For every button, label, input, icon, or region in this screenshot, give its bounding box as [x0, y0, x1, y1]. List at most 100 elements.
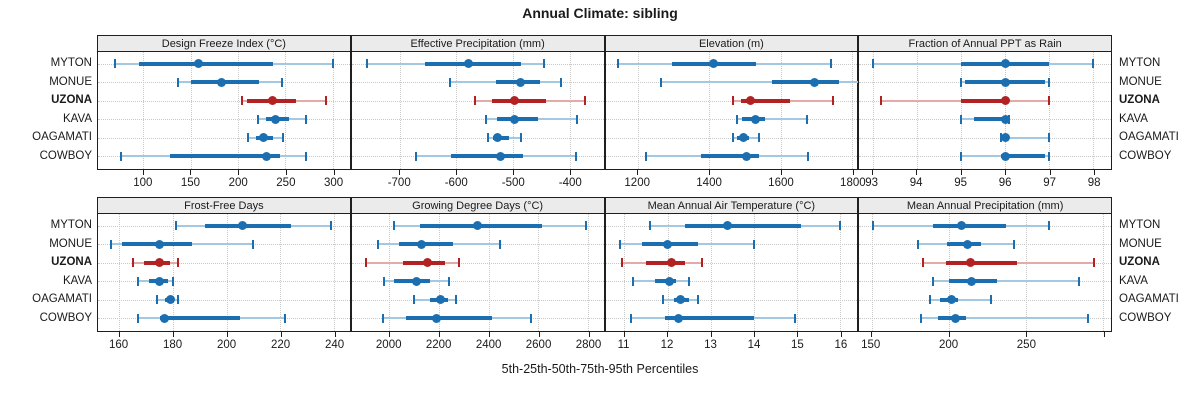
iqr-bar [974, 117, 1005, 121]
whisker-cap-high [1048, 133, 1051, 142]
x-tick [118, 332, 120, 337]
median-dot [515, 77, 525, 87]
iqr-bar [684, 223, 802, 228]
whisker-cap-high [457, 258, 460, 267]
whisker-cap-high [805, 114, 808, 124]
v-gridline [190, 52, 192, 169]
median-dot [742, 151, 752, 161]
percentile-row [98, 52, 350, 169]
x-tick [1094, 170, 1096, 175]
x-tick-label: 220 [270, 339, 291, 351]
whisker-cap-low [137, 313, 140, 323]
x-tick-label: 14 [747, 339, 761, 351]
whisker-cap-high [559, 77, 562, 87]
whisker-cap-low [377, 239, 380, 249]
x-tick-label: 250 [1016, 339, 1036, 351]
iqr-bar [701, 154, 760, 158]
x-tick [753, 332, 755, 337]
percentile-row [859, 52, 1111, 169]
x-tick-label: 95 [954, 177, 968, 189]
median-dot [950, 313, 960, 323]
whisker-cap-low [645, 151, 648, 161]
median-dot [723, 221, 733, 230]
percentile-row [98, 214, 350, 331]
whisker-cap-high [280, 77, 283, 87]
percentile-row [352, 52, 604, 169]
x-tick-label: 1800 [840, 177, 866, 189]
whisker-cap-high [752, 239, 755, 249]
whisker-cap-low [660, 77, 663, 87]
percentile-row [606, 52, 858, 169]
iqr-bar [425, 61, 521, 66]
site-label-left: OAGAMATI [32, 131, 92, 143]
v-gridline [1026, 214, 1028, 331]
percentile-row [98, 214, 350, 331]
whisker-cap-high [576, 114, 579, 124]
iqr-bar [741, 98, 790, 103]
x-tick-label: 180 [162, 339, 183, 351]
x-tick [1026, 332, 1028, 337]
whisker-cap-high [829, 59, 832, 68]
v-gridline [667, 214, 669, 331]
whisker-cap-high [1093, 258, 1095, 267]
site-label-left: COWBOY [39, 149, 92, 162]
whisker-cap-low [929, 295, 932, 304]
median-dot [956, 221, 966, 230]
median-dot [464, 59, 474, 68]
site-label-left: OAGAMATI [32, 293, 92, 305]
percentile-row [859, 214, 1111, 331]
whisker-cap-low [632, 276, 635, 286]
median-dot [259, 133, 269, 142]
whisker-cap-low [871, 59, 874, 68]
whisker-cap-low [921, 258, 924, 267]
whisker-cap-high [758, 133, 761, 142]
whisker-cap-low [916, 239, 919, 249]
x-tick-label: 16 [834, 339, 848, 351]
median-dot [493, 133, 503, 142]
v-gridline [587, 214, 589, 331]
x-tick-label: 200 [938, 339, 959, 351]
h-gridline [351, 262, 604, 264]
v-gridline [960, 52, 962, 169]
whisker-cap-low [872, 221, 875, 230]
site-label-left: UZONA [51, 94, 92, 106]
h-gridline [859, 137, 1111, 139]
percentile-row [352, 214, 604, 331]
x-tick [960, 170, 962, 175]
iqr-bar [933, 223, 1006, 228]
whisker-cap-low [366, 59, 369, 68]
median-dot [216, 77, 226, 87]
median-dot [746, 96, 756, 105]
whisker-cap-low [256, 114, 259, 124]
percentile-row [606, 52, 858, 169]
median-dot [1000, 151, 1010, 161]
panel-title: Design Freeze Index (°C) [161, 37, 286, 50]
percentile-row [606, 52, 858, 169]
whisker-cap-low [662, 295, 665, 304]
whisker-cap-high [688, 276, 691, 286]
h-gridline [98, 281, 350, 282]
whisker-cap-low [880, 96, 883, 105]
median-dot [1000, 77, 1010, 87]
whisker-cap-high [325, 96, 328, 105]
x-tick-label: 13 [704, 339, 717, 351]
chart-caption: 5th-25th-50th-75th-95th Percentiles [501, 362, 699, 376]
v-gridline [238, 52, 240, 169]
whisker-cap-low [473, 96, 476, 105]
panel-title: Effective Precipitation (mm) [410, 37, 545, 50]
whisker-cap-high [177, 258, 180, 267]
v-gridline [399, 52, 401, 169]
whisker-cap-low [174, 221, 177, 230]
v-gridline [916, 52, 918, 169]
whisker-cap-low [114, 59, 117, 68]
whisker-cap-high [177, 295, 180, 304]
panel-title: Growing Degree Days (°C) [412, 199, 544, 212]
x-tick-label: 96 [998, 177, 1012, 189]
v-gridline [226, 214, 228, 331]
x-tick [142, 170, 144, 175]
x-tick [623, 332, 625, 337]
whisker-cap-low [932, 276, 935, 286]
median-dot [496, 151, 506, 161]
x-tick [334, 332, 336, 337]
percentile-row [98, 52, 350, 169]
